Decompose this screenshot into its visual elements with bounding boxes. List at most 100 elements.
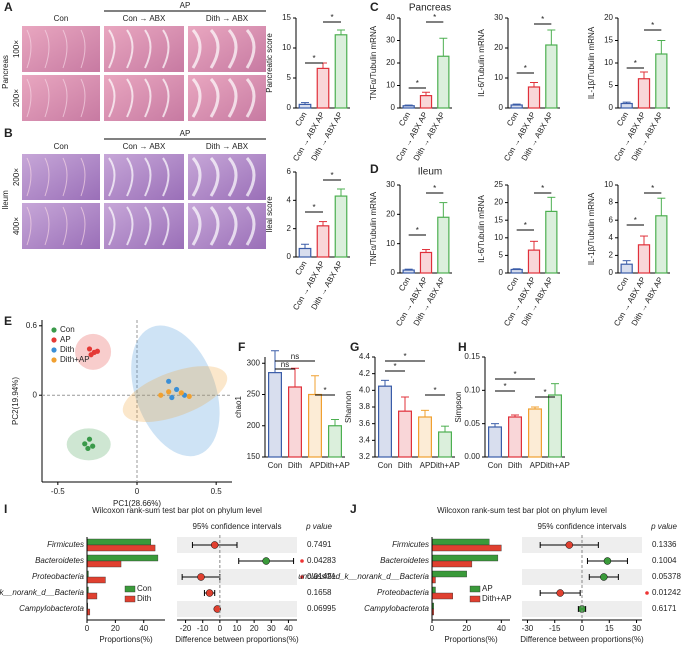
significance-label: * [651, 21, 654, 30]
point [158, 392, 164, 398]
bar [431, 538, 490, 546]
p-value: 0.01242 [652, 588, 681, 597]
significance-label: * [524, 221, 527, 230]
histology-image [104, 75, 184, 121]
bar [334, 195, 348, 258]
category-label: Firmicutes [47, 540, 84, 549]
x2-tick-label: -20 [180, 624, 192, 633]
difference-point [603, 557, 612, 565]
tissue-texture [26, 78, 32, 118]
y-axis-label: IL-1β/Tubulin mRNA [587, 26, 596, 99]
x-tick-label: 0.5 [211, 487, 223, 496]
y-tick-label: 0.10 [464, 385, 480, 394]
tissue-label: Ileum [1, 190, 10, 210]
tissue-texture [44, 78, 50, 118]
bar [437, 55, 450, 109]
x-axis-label: PC1(28.66%) [113, 499, 161, 508]
column-label: Dith → ABX [206, 14, 249, 23]
significance-label: * [330, 13, 333, 22]
y-axis-label: PC2(19.94%) [11, 377, 20, 425]
y-axis-label: IL-6/Tubulin mRNA [477, 28, 486, 96]
histology-image [104, 26, 184, 72]
tissue-texture [80, 78, 86, 118]
tissue-texture [209, 28, 220, 69]
tissue-texture [108, 78, 116, 118]
x2-tick-label: -10 [197, 624, 209, 633]
bar [510, 104, 523, 109]
y-axis-label: TNFα/Tubulin mRNA [369, 191, 378, 266]
x-axis-label: Proportions(%) [444, 635, 498, 644]
significance-dot [645, 591, 649, 595]
column-label: Con → ABX [123, 14, 166, 23]
bar [86, 592, 98, 600]
point [94, 348, 101, 354]
bar [308, 393, 323, 458]
x-tick-label: Con [378, 461, 393, 470]
point [85, 445, 91, 452]
y-tick-label: 8 [609, 198, 614, 207]
y-tick-label: 0.15 [464, 352, 480, 361]
y-tick-label: 20 [386, 58, 395, 67]
x-tick-label: Dith [398, 461, 412, 470]
y-tick-label: 0 [287, 103, 292, 112]
category-label: Proteobacteria [377, 588, 430, 597]
tissue-texture [26, 29, 32, 69]
legend-label: AP [60, 335, 71, 344]
x-tick-label: Dith [288, 461, 302, 470]
y-tick-label: 40 [386, 13, 395, 22]
y-tick-label: 10 [494, 233, 503, 242]
category-label: Proteobacteria [32, 572, 85, 581]
y-tick-label: 150 [247, 452, 261, 461]
category-label: Campylobacterota [19, 604, 84, 613]
legend-marker [51, 357, 57, 363]
chart-title: Wilcoxon rank-sum test bar plot on phylu… [437, 506, 607, 515]
significance-label: * [541, 15, 544, 24]
difference-point [600, 573, 608, 581]
y-tick-label: 10 [604, 58, 613, 67]
panel-label: E [4, 314, 12, 328]
y-tick-label: 30 [386, 180, 395, 189]
panel-label: H [458, 340, 467, 354]
bar [298, 247, 312, 258]
bar [334, 34, 348, 109]
bar [298, 103, 312, 109]
significance-label: * [433, 13, 436, 22]
x2-tick-label: 30 [632, 624, 641, 633]
tissue-texture [191, 156, 202, 197]
bar [545, 210, 558, 274]
bar [620, 102, 633, 109]
y-tick-label: 6 [287, 167, 292, 176]
bar [545, 44, 558, 109]
histology-image [22, 75, 100, 121]
significance-label: * [513, 370, 516, 379]
x-tick-label: 20 [111, 624, 120, 633]
bar [86, 560, 122, 568]
y-tick-label: 5 [609, 81, 614, 90]
p-value: 0.1336 [652, 540, 677, 549]
y-tick-label: 0 [391, 268, 396, 277]
difference-point [213, 605, 222, 613]
legend-label: Con [60, 325, 75, 334]
bar [431, 544, 502, 552]
bar [437, 216, 450, 274]
x2-tick-label: -30 [522, 624, 534, 633]
legend-marker [51, 337, 57, 343]
y-axis-label: Shannon [344, 391, 353, 423]
x2-tick-label: 10 [233, 624, 242, 633]
category-label: unclassified_k__norank_d__Bacteria [0, 588, 85, 597]
y-axis-label: TNFα/Tubulin mRNA [369, 25, 378, 100]
row-label: 200× [12, 168, 21, 186]
bar [328, 425, 343, 458]
tissue-texture [80, 29, 86, 69]
legend-swatch [469, 595, 481, 603]
tissue-texture [162, 206, 170, 246]
tissue-texture [126, 206, 134, 246]
x-tick-label: Con [488, 461, 503, 470]
tissue-texture [62, 206, 68, 246]
bar [431, 560, 473, 568]
y-tick-label: 0 [391, 103, 396, 112]
tissue-texture [26, 206, 32, 246]
point [173, 386, 180, 393]
y-tick-label: 10 [386, 81, 395, 90]
